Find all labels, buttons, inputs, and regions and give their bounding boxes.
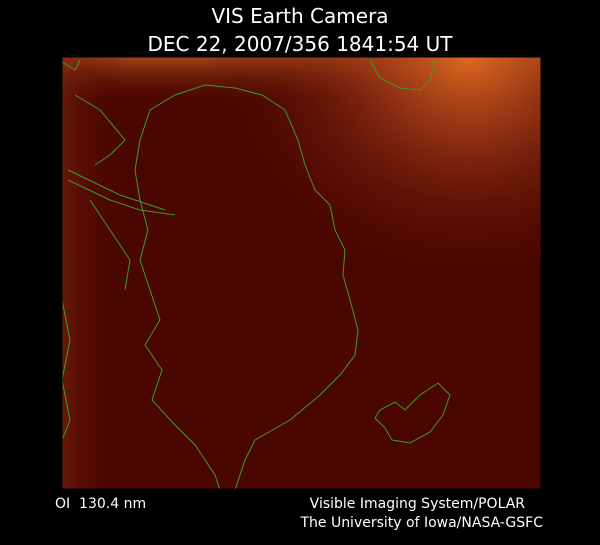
north-coast: [61, 59, 436, 91]
iceland-coast: [374, 382, 451, 444]
instrument: Visible Imaging System/POLAR: [310, 496, 526, 512]
image-frame: [61, 56, 542, 490]
coastlines: [61, 59, 451, 491]
wavelength: OI 130.4 nm: [55, 496, 146, 512]
aurora-glow: [62, 57, 541, 489]
timestamp: DEC 22, 2007/356 1841:54 UT: [148, 32, 454, 56]
title: VIS Earth Camera: [211, 4, 388, 28]
islands-coast: [61, 94, 176, 441]
greenland-coast: [134, 84, 359, 491]
institution: The University of Iowa/NASA-GSFC: [299, 515, 543, 531]
